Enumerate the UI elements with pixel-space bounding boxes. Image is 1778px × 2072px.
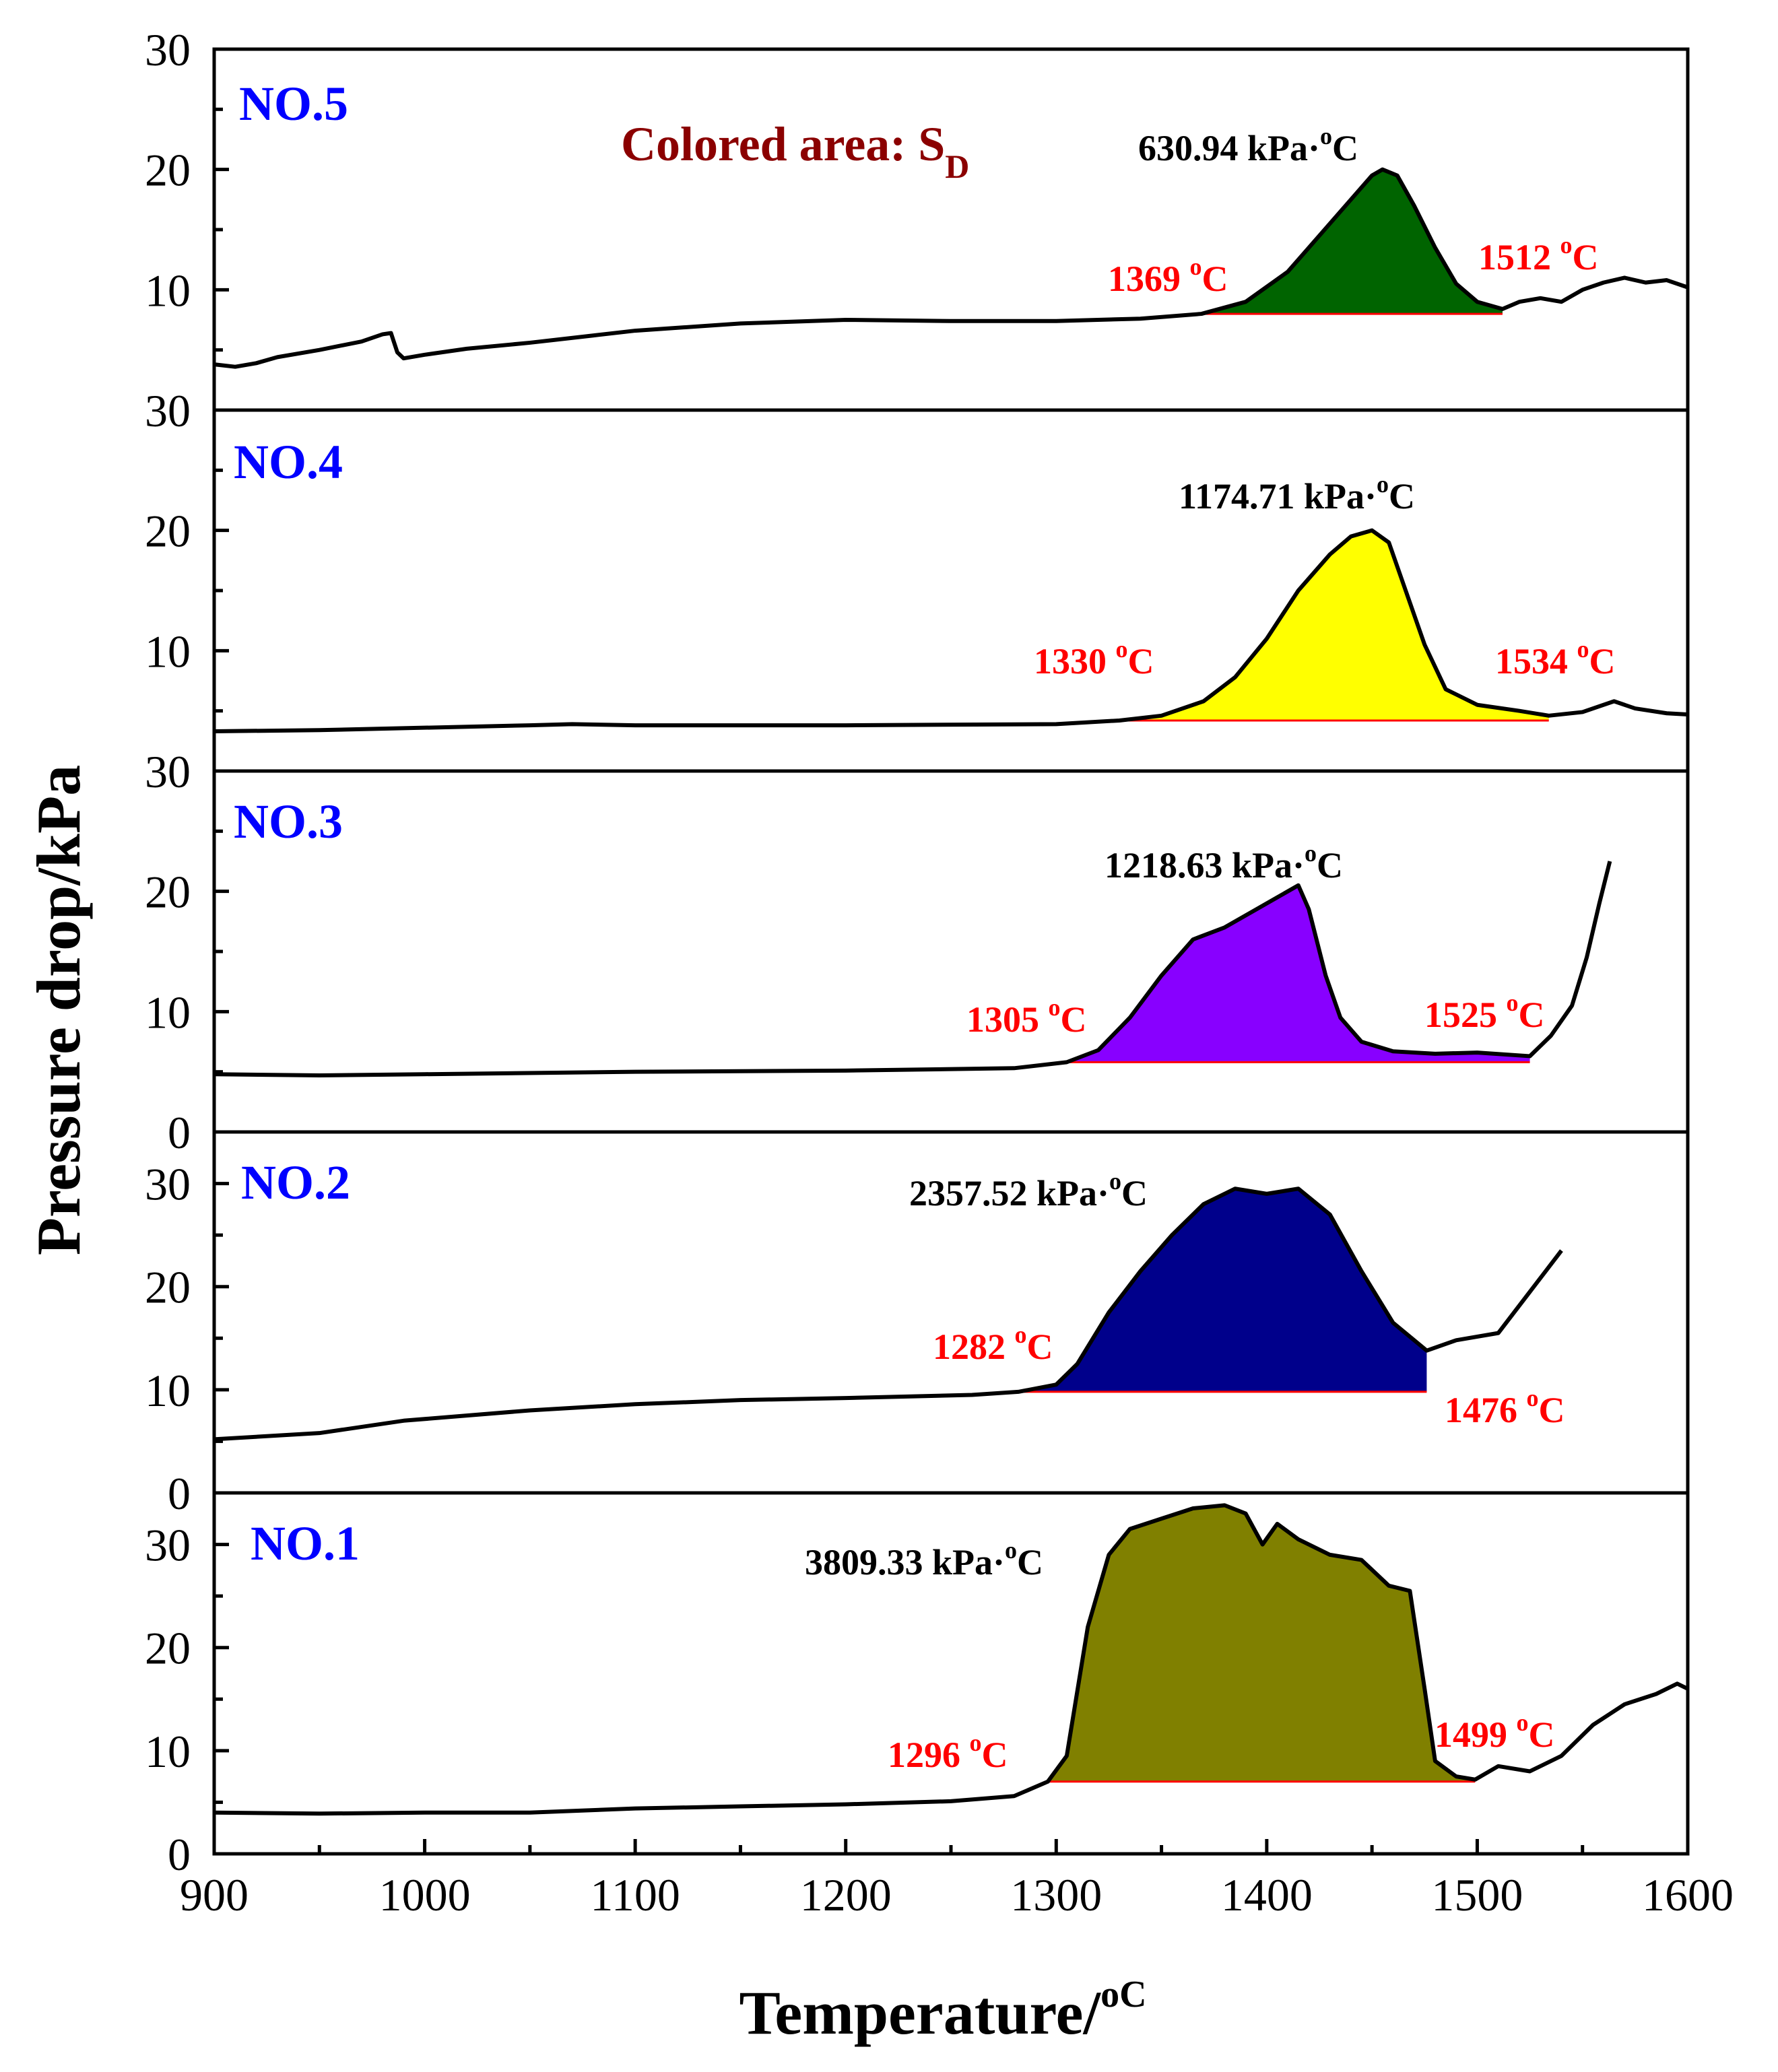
x-tick-label: 900 bbox=[180, 1869, 249, 1920]
y-tick-label: 30 bbox=[145, 1159, 191, 1210]
x-tick-label: 1100 bbox=[590, 1869, 680, 1920]
panel-label: NO.3 bbox=[234, 795, 343, 848]
x-tick-label: 1400 bbox=[1221, 1869, 1313, 1920]
t-end-label: 1534 oC bbox=[1495, 636, 1616, 681]
t-end-label: 1476 oC bbox=[1445, 1384, 1565, 1430]
pressure-series-line bbox=[213, 861, 1612, 1078]
y-tick-label: 10 bbox=[145, 626, 191, 677]
y-tick-label: 10 bbox=[145, 265, 191, 316]
y-tick-label: 30 bbox=[145, 746, 191, 797]
y-tick-label: 30 bbox=[145, 385, 191, 436]
y-tick-label: 10 bbox=[145, 1726, 191, 1777]
x-tick-label: 1000 bbox=[379, 1869, 471, 1920]
t-end-label: 1499 oC bbox=[1435, 1709, 1555, 1755]
t-start-label: 1369 oC bbox=[1108, 253, 1228, 299]
t-start-label: 1330 oC bbox=[1034, 636, 1154, 681]
y-axis-title: Pressure drop/kPa bbox=[24, 765, 93, 1255]
x-axis-title: Temperature/oC bbox=[739, 1974, 1146, 2047]
pressure-series-line bbox=[213, 1503, 1689, 1816]
t-end-label: 1525 oC bbox=[1424, 989, 1545, 1035]
x-tick-label: 1300 bbox=[1010, 1869, 1102, 1920]
y-tick-label: 30 bbox=[145, 1520, 191, 1571]
panel-label: NO.5 bbox=[239, 77, 348, 131]
panel-label: NO.4 bbox=[234, 435, 343, 489]
panels-layer: 30 20 10 NO.5 630.94 kPa·oC 1369 oC 1512 oC 30 2… bbox=[145, 24, 1690, 1880]
pressure-series-line bbox=[213, 167, 1688, 369]
colored-area bbox=[1119, 530, 1549, 721]
pressure-series-line bbox=[213, 1187, 1563, 1442]
y-tick-label: 0 bbox=[168, 1468, 191, 1519]
y-tick-label: 10 bbox=[145, 1365, 191, 1416]
panel-label: NO.1 bbox=[251, 1516, 360, 1570]
t-start-label: 1305 oC bbox=[966, 994, 1087, 1040]
panel-no2: 30 20 10 0 NO.2 2357.52 kPa·oC 1282 oC 1476 oC bbox=[145, 1130, 1690, 1519]
colored-area bbox=[1047, 1505, 1476, 1782]
panel-frame bbox=[212, 47, 1690, 412]
x-tick-label: 1500 bbox=[1431, 1869, 1523, 1920]
pressure-series-line bbox=[213, 528, 1688, 734]
y-tick-label: 20 bbox=[145, 1623, 191, 1674]
x-tick-label: 1200 bbox=[800, 1869, 892, 1920]
panel-no3: 30 20 10 0 NO.3 1218.63 kPa·oC 1305 oC 1525 oC bbox=[145, 746, 1690, 1158]
panel-frame bbox=[212, 769, 1690, 1134]
x-axis: 900 1000 1100 1200 1300 1400 1500 1600 bbox=[180, 1839, 1734, 1920]
y-tick-label: 20 bbox=[145, 506, 191, 557]
t-start-label: 1282 oC bbox=[933, 1321, 1053, 1367]
colored-area bbox=[1018, 1189, 1427, 1392]
t-end-label: 1512 oC bbox=[1478, 232, 1599, 277]
y-tick-label: 30 bbox=[145, 24, 191, 75]
panel-label: NO.2 bbox=[241, 1156, 350, 1209]
y-tick-label: 20 bbox=[145, 1262, 191, 1313]
area-value-label: 2357.52 kPa·oC bbox=[909, 1168, 1148, 1213]
panel-no5: 30 20 10 NO.5 630.94 kPa·oC 1369 oC 1512 oC bbox=[145, 24, 1690, 412]
colored-area-legend: Colored area: SD bbox=[621, 117, 969, 185]
area-value-label: 630.94 kPa·oC bbox=[1138, 123, 1358, 168]
area-value-label: 1174.71 kPa·oC bbox=[1179, 471, 1415, 516]
y-tick-label: 20 bbox=[145, 145, 191, 196]
y-tick-label: 10 bbox=[145, 987, 191, 1038]
panel-no4: 30 20 10 NO.4 1174.71 kPa·oC 1330 oC 1534 oC bbox=[145, 385, 1690, 773]
t-start-label: 1296 oC bbox=[888, 1729, 1008, 1775]
x-tick-label: 1600 bbox=[1642, 1869, 1734, 1920]
panel-no1: 30 20 10 0 NO.1 3809.33 kPa·oC 1296 oC 1499 oC bbox=[145, 1491, 1690, 1880]
y-tick-label: 20 bbox=[145, 867, 191, 918]
y-tick-label: 0 bbox=[168, 1107, 191, 1158]
area-value-label: 1218.63 kPa·oC bbox=[1105, 840, 1343, 885]
area-value-label: 3809.33 kPa·oC bbox=[805, 1537, 1043, 1582]
colored-area bbox=[1066, 885, 1530, 1063]
colored-area bbox=[1201, 169, 1503, 314]
y-tick-label: 0 bbox=[168, 1829, 191, 1880]
